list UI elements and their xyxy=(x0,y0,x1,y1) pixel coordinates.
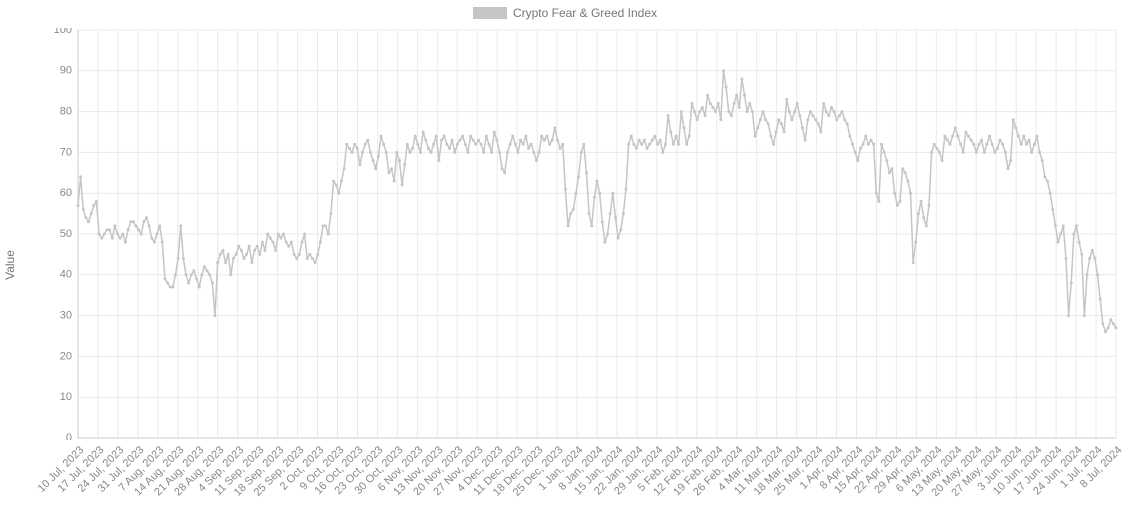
plot-area: 0 10 20 30 40 50 60 70 80 90 100 xyxy=(50,28,1118,440)
legend-swatch xyxy=(473,7,507,19)
svg-text:30: 30 xyxy=(60,310,72,322)
svg-text:90: 90 xyxy=(60,65,72,77)
legend: Crypto Fear & Greed Index xyxy=(0,6,1130,20)
legend-label: Crypto Fear & Greed Index xyxy=(513,6,657,20)
svg-text:100: 100 xyxy=(54,28,72,36)
chart-svg: 0 10 20 30 40 50 60 70 80 90 100 xyxy=(50,28,1118,440)
y-axis-title: Value xyxy=(3,250,17,280)
chart-container: Crypto Fear & Greed Index Value 0 10 20 30 4… xyxy=(0,0,1130,530)
svg-text:60: 60 xyxy=(60,187,72,199)
svg-text:0: 0 xyxy=(66,432,72,440)
svg-text:70: 70 xyxy=(60,146,72,158)
svg-text:40: 40 xyxy=(60,269,72,281)
x-axis-labels: 10 Jul, 202317 Jul, 202324 Jul, 202331 J… xyxy=(50,442,1118,530)
svg-text:80: 80 xyxy=(60,106,72,118)
svg-text:20: 20 xyxy=(60,350,72,362)
svg-text:50: 50 xyxy=(60,228,72,240)
svg-text:10: 10 xyxy=(60,391,72,403)
